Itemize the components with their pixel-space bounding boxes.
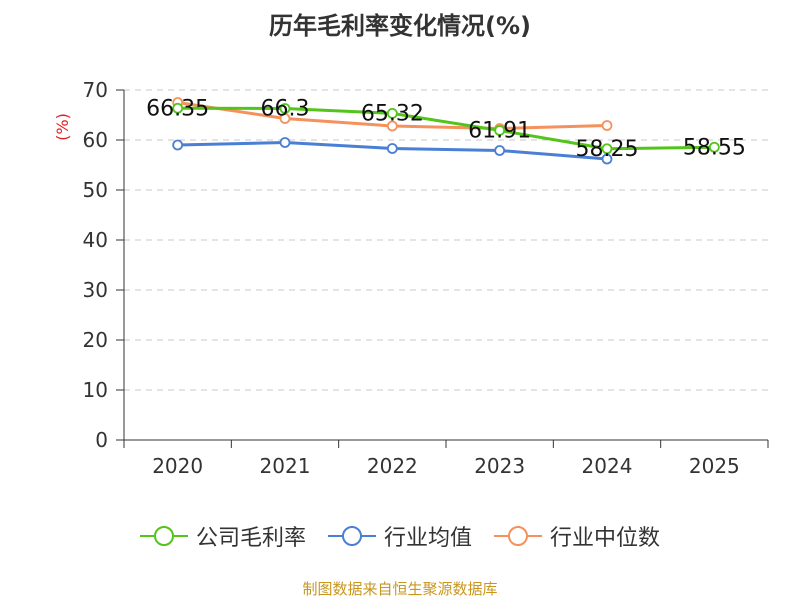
y-axis-title: (%) <box>53 113 72 141</box>
x-tick-label: 2020 <box>152 454 203 478</box>
data-label: 58.25 <box>576 137 639 162</box>
legend-item-industry-mean[interactable]: 行业均值 <box>327 520 472 552</box>
data-labels: 66.35 66.3 65.32 61.91 58.25 58.55 <box>146 96 746 162</box>
legend-marker-industry-median <box>494 526 542 546</box>
data-label: 66.3 <box>261 97 310 122</box>
series-point-1 <box>386 143 398 154</box>
x-tick-label: 2024 <box>582 454 633 478</box>
legend-marker-company <box>139 526 188 546</box>
series-point-0 <box>601 143 613 155</box>
data-label: 65.32 <box>361 101 424 126</box>
y-tick-label: 50 <box>83 178 108 202</box>
y-tick-label: 60 <box>83 128 108 152</box>
legend-label-company: 公司毛利率 <box>195 526 306 551</box>
x-tick-label: 2023 <box>474 454 525 478</box>
legend-item-company[interactable]: 公司毛利率 <box>139 520 306 552</box>
y-tick-label: 20 <box>83 328 108 352</box>
series-point-1 <box>494 145 506 156</box>
chart-title: 历年毛利率变化情况(%) <box>269 12 531 40</box>
data-label: 61.91 <box>468 118 531 143</box>
y-tick-label: 40 <box>83 228 108 252</box>
y-tick-label: 10 <box>83 378 108 402</box>
series-point-1 <box>172 139 184 151</box>
y-tick-label: 0 <box>95 428 108 452</box>
series-point-1 <box>279 137 291 148</box>
legend-item-industry-median[interactable]: 行业中位数 <box>494 520 660 552</box>
series-point-0 <box>494 125 506 136</box>
data-label: 66.35 <box>146 96 209 121</box>
series-point-2 <box>279 113 291 124</box>
series-point-0 <box>708 141 720 153</box>
legend-marker-industry-mean <box>327 526 376 546</box>
y-tick-label: 70 <box>83 78 108 102</box>
x-tick-label: 2025 <box>689 454 740 478</box>
series-line-0 <box>177 106 715 151</box>
legend-label-industry-mean: 行业均值 <box>383 526 472 551</box>
series-point-1 <box>601 153 613 165</box>
data-label: 58.55 <box>683 135 746 160</box>
series-layer <box>172 97 720 165</box>
legend: 公司毛利率 行业均值 行业中位数 <box>0 520 800 552</box>
x-tick-label: 2021 <box>260 454 311 478</box>
grid-lines <box>124 89 768 391</box>
series-point-2 <box>601 120 613 131</box>
series-point-0 <box>172 102 184 114</box>
series-point-0 <box>279 103 291 114</box>
legend-label-industry-median: 行业中位数 <box>550 526 661 551</box>
axes: 0 10 20 30 40 50 60 70 (%) 2020 2021 2022 2023 2024 20… <box>53 78 769 478</box>
source-note: 制图数据来自恒生聚源数据库 <box>302 580 498 598</box>
series-point-0 <box>386 108 398 119</box>
y-tick-label: 30 <box>83 278 108 302</box>
x-tick-label: 2022 <box>367 454 418 478</box>
series-point-2 <box>386 120 398 132</box>
